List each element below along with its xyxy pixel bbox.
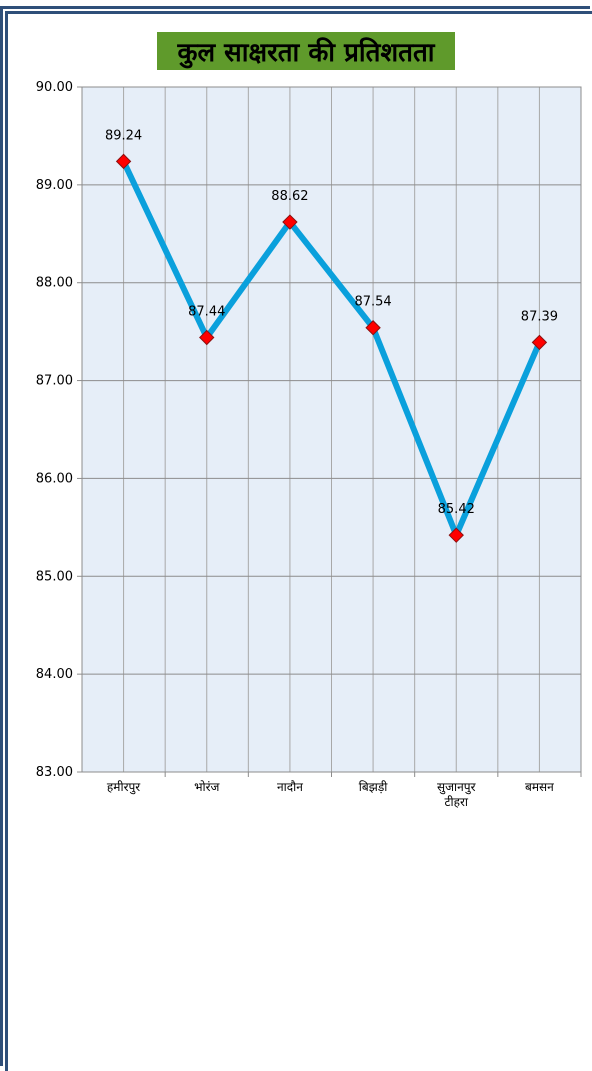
data-label: 87.39: [521, 309, 558, 324]
series-line: [120, 158, 543, 539]
x-tick-label: सुजानपुर: [437, 780, 477, 795]
x-tick-label: बिझड़ी: [359, 780, 388, 794]
data-label: 87.44: [188, 305, 225, 320]
chart-title-box: कुल साक्षरता की प्रतिशतता: [157, 32, 455, 70]
y-tick-label: 88.00: [36, 276, 73, 291]
x-tick-label: हमीरपुर: [107, 780, 141, 795]
page-border-outer: [0, 6, 590, 1066]
data-point-marker: [199, 329, 215, 346]
y-tick-label: 85.00: [36, 569, 73, 584]
page-border-inner: [5, 11, 592, 1071]
data-point-marker: [531, 334, 548, 351]
x-tick-label: भोरंज: [194, 780, 220, 794]
data-label: 89.24: [105, 128, 142, 143]
y-tick-label: 87.00: [36, 374, 73, 389]
data-point-marker: [282, 214, 298, 230]
y-tick-label: 84.00: [36, 667, 73, 682]
data-point-marker: [448, 527, 464, 543]
y-tick-label: 86.00: [36, 471, 73, 486]
chart-title: कुल साक्षरता की प्रतिशतता: [177, 38, 435, 68]
x-tick-label: बमसन: [525, 780, 554, 794]
data-label: 88.62: [271, 189, 308, 204]
data-label: 87.54: [354, 295, 391, 310]
y-tick-label: 89.00: [36, 178, 73, 193]
x-tick-label: टीहरा: [444, 795, 468, 809]
x-tick-label: नादौन: [277, 780, 303, 794]
data-point-marker: [365, 320, 381, 336]
y-tick-label: 83.00: [36, 765, 73, 780]
data-label: 85.42: [438, 502, 475, 517]
y-tick-label: 90.00: [36, 80, 73, 95]
data-point-marker: [115, 153, 132, 170]
